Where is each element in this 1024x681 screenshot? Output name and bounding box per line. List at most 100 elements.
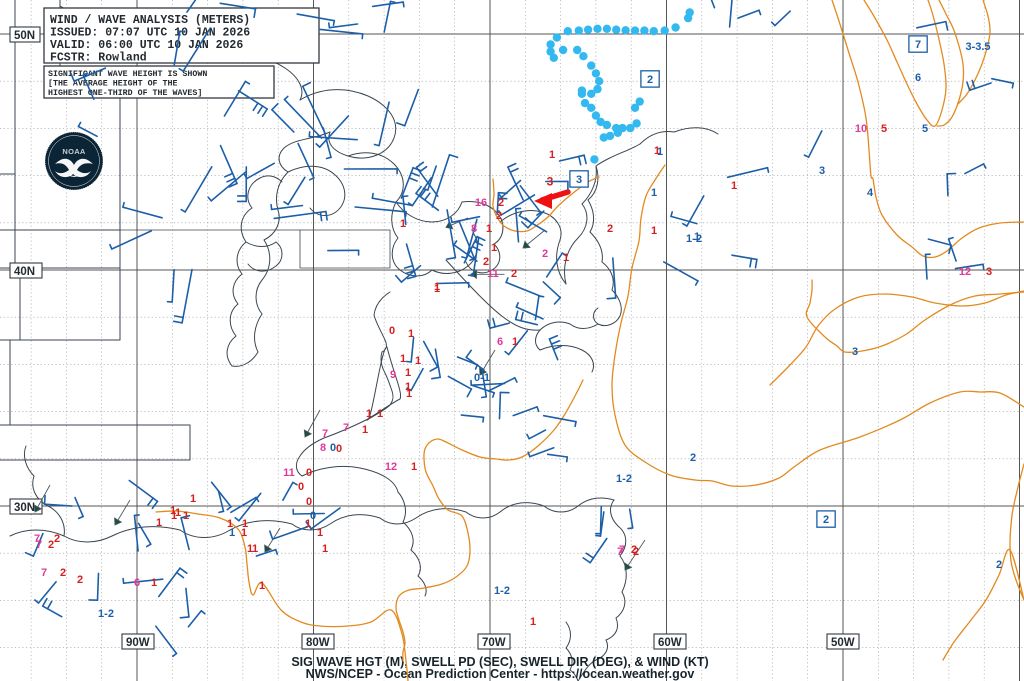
svg-text:7: 7 — [343, 422, 349, 434]
svg-text:2: 2 — [511, 268, 517, 280]
svg-text:3: 3 — [986, 266, 992, 278]
svg-text:9: 9 — [390, 369, 396, 381]
svg-text:16: 16 — [475, 197, 487, 209]
svg-text:WIND / WAVE ANALYSIS (METERS): WIND / WAVE ANALYSIS (METERS) — [50, 14, 250, 27]
svg-text:4: 4 — [867, 187, 874, 199]
svg-text:7: 7 — [322, 428, 328, 440]
svg-text:1: 1 — [322, 543, 328, 555]
svg-text:6: 6 — [134, 577, 140, 589]
svg-text:2: 2 — [496, 210, 502, 222]
svg-text:NWS/NCEP - Ocean Prediction Ce: NWS/NCEP - Ocean Prediction Center - htt… — [306, 667, 695, 681]
svg-text:3: 3 — [576, 174, 582, 186]
svg-text:1: 1 — [651, 225, 657, 237]
svg-text:HIGHEST ONE-THIRD OF THE WAVES: HIGHEST ONE-THIRD OF THE WAVES] — [48, 88, 202, 98]
svg-text:[THE AVERAGE HEIGHT OF THE: [THE AVERAGE HEIGHT OF THE — [48, 79, 177, 89]
svg-text:1: 1 — [411, 461, 417, 473]
svg-text:2: 2 — [647, 74, 653, 86]
svg-text:5: 5 — [881, 123, 887, 135]
svg-text:2: 2 — [54, 533, 60, 545]
svg-text:1-2: 1-2 — [616, 473, 632, 485]
svg-text:0: 0 — [389, 325, 395, 337]
svg-text:1: 1 — [486, 223, 492, 235]
svg-text:3: 3 — [819, 165, 825, 177]
svg-text:7: 7 — [915, 39, 921, 51]
svg-text:0: 0 — [336, 443, 342, 455]
svg-text:50W: 50W — [831, 637, 855, 649]
svg-text:NOAA: NOAA — [62, 147, 86, 156]
svg-text:7: 7 — [41, 567, 47, 579]
svg-text:1: 1 — [156, 517, 162, 529]
svg-text:1: 1 — [362, 424, 368, 436]
svg-text:1: 1 — [406, 388, 412, 400]
svg-text:40N: 40N — [14, 266, 35, 278]
svg-text:1: 1 — [241, 527, 247, 539]
svg-text:1: 1 — [654, 145, 660, 157]
svg-text:8: 8 — [471, 223, 477, 235]
svg-text:1: 1 — [259, 580, 265, 592]
svg-text:1: 1 — [366, 408, 372, 420]
svg-text:1: 1 — [400, 353, 406, 365]
svg-text:90W: 90W — [126, 637, 150, 649]
svg-text:1: 1 — [151, 577, 157, 589]
svg-text:2: 2 — [823, 514, 829, 526]
svg-text:3-3.5: 3-3.5 — [965, 41, 990, 53]
svg-text:ISSUED: 07:07 UTC 10 JAN 2026: ISSUED: 07:07 UTC 10 JAN 2026 — [50, 27, 250, 40]
svg-text:10: 10 — [855, 123, 867, 135]
svg-text:30N: 30N — [14, 502, 35, 514]
svg-text:2: 2 — [483, 256, 489, 268]
svg-text:1: 1 — [512, 336, 518, 348]
svg-text:FCSTR: Rowland: FCSTR: Rowland — [50, 52, 147, 65]
svg-text:1: 1 — [549, 149, 555, 161]
svg-text:1: 1 — [651, 187, 657, 199]
svg-text:8: 8 — [320, 442, 326, 454]
svg-text:0: 0 — [298, 481, 304, 493]
svg-text:2: 2 — [607, 223, 613, 235]
svg-text:7: 7 — [34, 533, 40, 545]
svg-text:1: 1 — [563, 252, 569, 264]
svg-text:3: 3 — [547, 174, 554, 188]
svg-text:2: 2 — [542, 248, 548, 260]
svg-text:0: 0 — [330, 442, 336, 454]
svg-text:2: 2 — [996, 559, 1002, 571]
svg-text:6: 6 — [497, 336, 503, 348]
svg-text:2: 2 — [498, 197, 504, 209]
svg-text:5: 5 — [922, 123, 928, 135]
svg-text:1: 1 — [731, 180, 737, 192]
svg-text:1: 1 — [183, 510, 189, 522]
svg-text:12: 12 — [385, 461, 397, 473]
svg-text:1: 1 — [190, 493, 196, 505]
svg-text:2: 2 — [60, 567, 66, 579]
svg-text:6: 6 — [915, 72, 921, 84]
svg-text:2: 2 — [690, 452, 696, 464]
svg-text:2: 2 — [77, 574, 83, 586]
svg-text:1: 1 — [530, 616, 536, 628]
svg-text:7: 7 — [619, 544, 625, 556]
svg-text:1-2: 1-2 — [98, 608, 114, 620]
svg-text:11: 11 — [283, 467, 295, 479]
svg-text:1: 1 — [317, 527, 323, 539]
svg-text:1: 1 — [434, 283, 440, 295]
svg-text:11: 11 — [487, 268, 499, 280]
svg-text:1-2: 1-2 — [494, 585, 510, 597]
svg-text:60W: 60W — [658, 637, 682, 649]
svg-text:50N: 50N — [14, 30, 35, 42]
svg-text:1: 1 — [415, 355, 421, 367]
svg-text:3: 3 — [852, 346, 858, 358]
svg-text:70W: 70W — [482, 637, 506, 649]
svg-text:1: 1 — [252, 543, 258, 555]
svg-text:1: 1 — [491, 242, 497, 254]
svg-text:0: 0 — [306, 496, 312, 508]
svg-text:1: 1 — [408, 328, 414, 340]
svg-text:VALID: 06:00 UTC 10 JAN 2026: VALID: 06:00 UTC 10 JAN 2026 — [50, 39, 243, 52]
svg-text:80W: 80W — [306, 637, 330, 649]
svg-text:1: 1 — [171, 510, 177, 522]
svg-text:12: 12 — [959, 266, 971, 278]
svg-text:0: 0 — [310, 510, 316, 522]
svg-text:0: 0 — [306, 467, 312, 479]
svg-text:1: 1 — [405, 367, 411, 379]
svg-text:2: 2 — [631, 544, 637, 556]
svg-text:1: 1 — [400, 218, 406, 230]
svg-text:0-1: 0-1 — [474, 372, 490, 384]
svg-text:1-2: 1-2 — [686, 233, 702, 245]
svg-text:1: 1 — [229, 527, 235, 539]
